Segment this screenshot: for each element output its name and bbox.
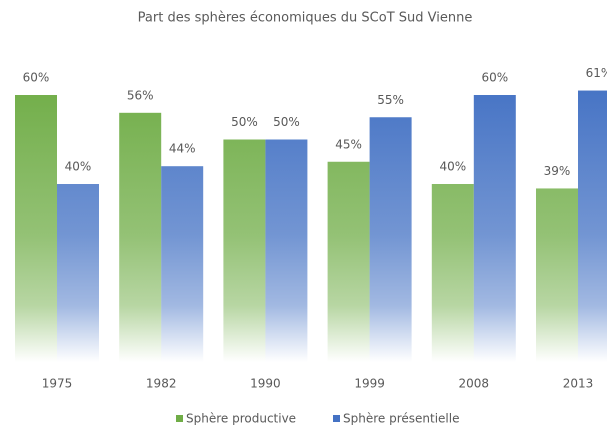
x-tick-label: 1975 xyxy=(42,377,73,391)
x-tick-label: 1990 xyxy=(250,377,281,391)
legend-label: Sphère productive xyxy=(186,412,296,426)
data-label: 55% xyxy=(377,93,404,107)
bar xyxy=(536,188,578,362)
bar xyxy=(265,139,308,362)
x-tick-label: 1999 xyxy=(354,377,385,391)
data-label: 60% xyxy=(23,71,50,85)
x-tick-label: 1982 xyxy=(146,377,177,391)
chart-title: Part des sphères économiques du SCoT Sud… xyxy=(138,11,473,26)
data-label: 45% xyxy=(335,137,362,151)
x-tick-label: 2008 xyxy=(459,377,490,391)
data-label: 60% xyxy=(481,71,508,85)
bar xyxy=(578,90,607,363)
bar xyxy=(161,166,204,362)
bar xyxy=(15,95,57,362)
data-label: 56% xyxy=(127,88,154,102)
bar xyxy=(369,117,412,362)
bar xyxy=(223,139,266,362)
bar xyxy=(119,112,162,362)
data-label: 40% xyxy=(65,160,92,174)
data-label: 39% xyxy=(544,164,571,178)
x-tick-label: 2013 xyxy=(563,377,594,391)
data-label: 50% xyxy=(273,115,300,129)
legend-label: Sphère présentielle xyxy=(343,412,459,426)
data-label: 40% xyxy=(439,160,466,174)
bar xyxy=(327,161,370,362)
data-label: 61% xyxy=(586,66,607,80)
data-label: 44% xyxy=(169,142,196,156)
legend-swatch xyxy=(333,415,340,422)
legend-swatch xyxy=(176,415,183,422)
bar xyxy=(473,95,516,362)
bar xyxy=(57,184,99,362)
bar xyxy=(431,184,474,362)
data-label: 50% xyxy=(231,115,258,129)
